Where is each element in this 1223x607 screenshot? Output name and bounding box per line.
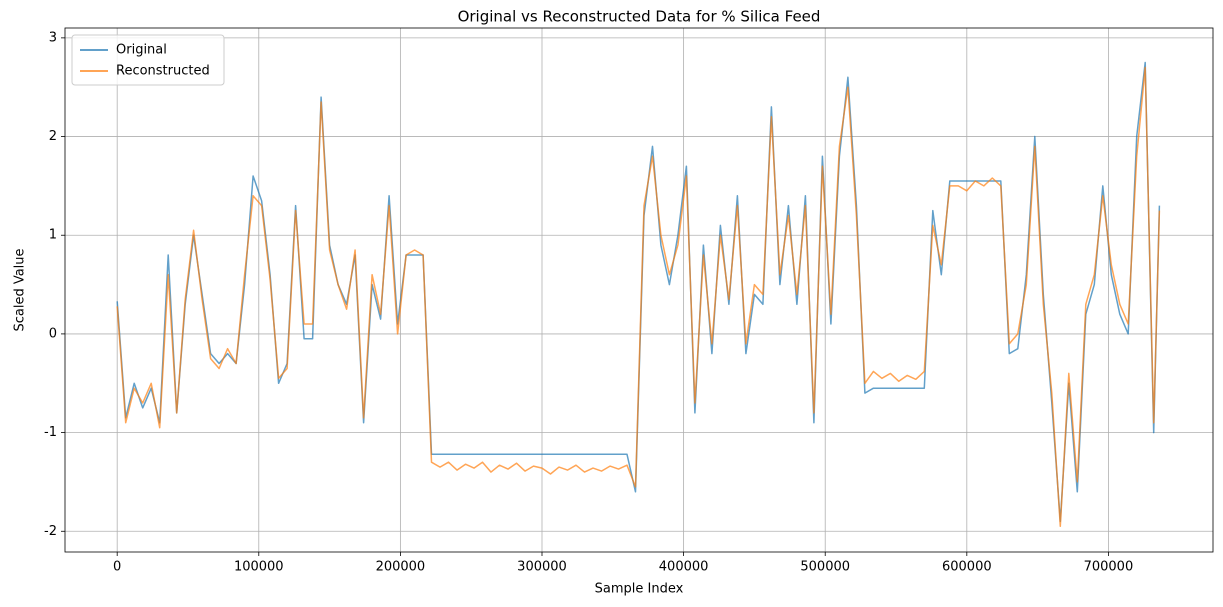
x-tick-label: 200000 [376, 560, 426, 575]
x-tick-label: 300000 [517, 560, 567, 575]
x-axis-label: Sample Index [595, 582, 684, 597]
x-tick-label: 600000 [942, 560, 992, 575]
legend-box [71, 34, 225, 86]
y-tick-label: 0 [49, 326, 57, 341]
x-tick-label: 500000 [800, 560, 850, 575]
x-tick-label: 400000 [659, 560, 709, 575]
y-tick-label: 3 [49, 30, 57, 45]
chart-title: Original vs Reconstructed Data for % Sil… [458, 8, 821, 26]
y-tick-label: -1 [44, 425, 57, 440]
plot-frame [64, 27, 1214, 553]
y-tick-label: 1 [49, 228, 57, 243]
series-line [116, 66, 1161, 528]
y-tick-label: 2 [49, 129, 57, 144]
series-line [116, 61, 1161, 523]
y-axis-label: Scaled Value [13, 248, 28, 331]
x-tick-label: 700000 [1084, 560, 1134, 575]
legend: Original Reconstructed [71, 34, 225, 86]
x-tick-label: 100000 [234, 560, 284, 575]
x-tick-label: 0 [113, 560, 121, 575]
y-tick-label: -2 [44, 524, 57, 539]
legend-label: Original [116, 43, 167, 58]
legend-label: Reconstructed [116, 64, 210, 79]
